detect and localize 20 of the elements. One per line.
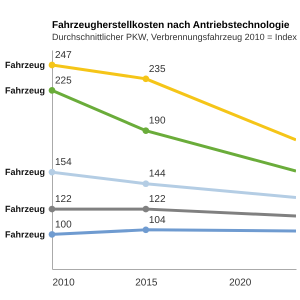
series-label: Fahrzeug	[4, 229, 45, 240]
x-tick-label: 2020	[229, 278, 252, 288]
data-label: 100	[55, 219, 72, 230]
data-label: 104	[148, 214, 166, 226]
data-label: 225	[55, 75, 72, 86]
chart-title: Fahrzeugherstellkosten nach Antriebstechnologie	[52, 20, 290, 31]
data-label: 122	[55, 194, 72, 206]
x-tick-label: 2015	[135, 278, 158, 288]
series-label: Fahrzeug	[4, 204, 45, 214]
chart-subtitle: Durchschnittlicher PKW, Verbrennungsfahrzeug 2010 = Index	[52, 32, 298, 42]
data-label: 154	[55, 157, 72, 168]
series-label: Fahrzeug	[4, 167, 45, 178]
data-label: 144	[148, 168, 166, 180]
data-label: 122	[148, 194, 166, 206]
series-label: Fahrzeug	[4, 60, 45, 70]
data-label: 235	[148, 64, 166, 75]
x-tick-label: 2010	[52, 278, 76, 288]
series-label: Fahrzeug	[4, 85, 45, 96]
data-label: 247	[55, 50, 72, 61]
data-label: 190	[148, 116, 166, 127]
